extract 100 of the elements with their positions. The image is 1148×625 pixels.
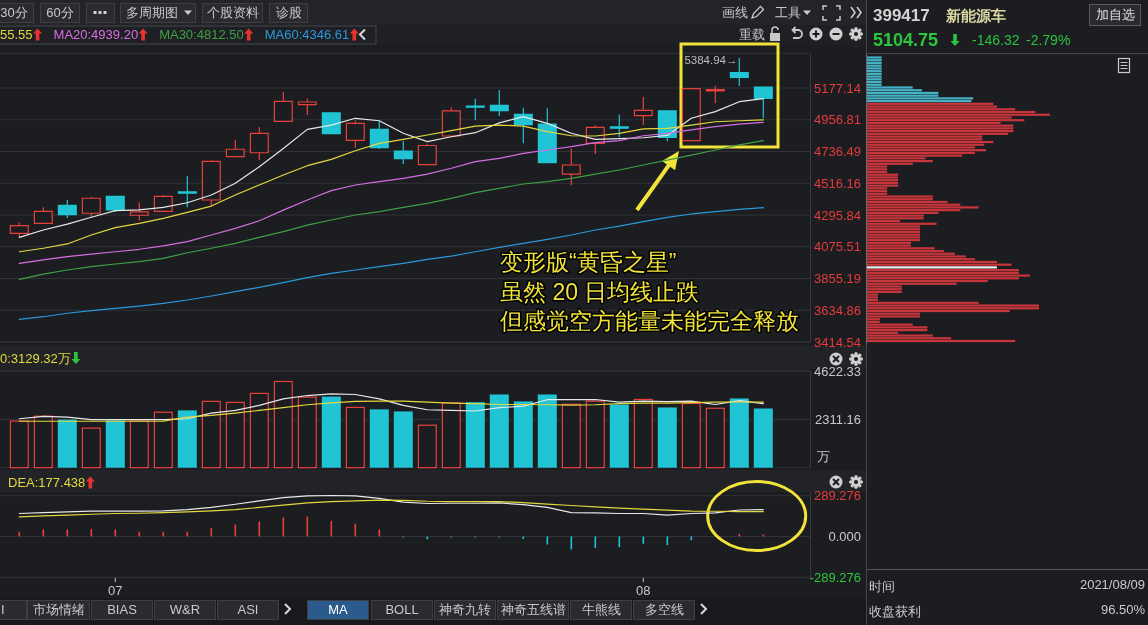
candlestick bbox=[105, 195, 125, 213]
bar bbox=[867, 149, 986, 152]
bar bbox=[867, 78, 882, 81]
text: 神奇九转 bbox=[439, 602, 491, 617]
line-series bbox=[18, 400, 764, 422]
line-series bbox=[18, 499, 764, 518]
candlestick bbox=[297, 98, 317, 116]
bar bbox=[273, 380, 293, 469]
candlestick bbox=[417, 143, 437, 166]
bar bbox=[225, 401, 245, 469]
bar bbox=[867, 233, 921, 236]
bar bbox=[867, 266, 997, 269]
bar bbox=[867, 222, 937, 225]
bar bbox=[867, 102, 994, 105]
bar bbox=[867, 59, 882, 62]
candlestick bbox=[609, 114, 629, 138]
text: 96.50% bbox=[1100, 602, 1146, 617]
bar bbox=[867, 97, 974, 100]
text: MA60:4346.61 bbox=[264, 27, 350, 42]
bar bbox=[585, 400, 605, 469]
candlestick bbox=[633, 96, 653, 126]
text: -2.79% bbox=[1026, 32, 1071, 48]
text: 诊股 bbox=[275, 5, 302, 20]
bar bbox=[867, 56, 882, 59]
bar bbox=[513, 401, 533, 468]
candlestick bbox=[561, 148, 581, 186]
bar bbox=[729, 398, 749, 468]
text: 加自选 bbox=[1095, 7, 1135, 22]
bar bbox=[867, 195, 933, 198]
candlestick bbox=[753, 86, 773, 119]
text: 收盘获利 bbox=[869, 604, 921, 619]
bar bbox=[867, 119, 1025, 122]
bar bbox=[867, 173, 899, 176]
annotation: 变形版“黄昏之星” bbox=[500, 249, 677, 275]
candlestick bbox=[273, 91, 293, 122]
text: 画线 bbox=[722, 5, 748, 20]
line-series bbox=[18, 494, 764, 516]
bar bbox=[105, 420, 125, 468]
bar bbox=[867, 184, 899, 187]
text: MA20:4939.20 bbox=[53, 27, 139, 42]
bar bbox=[681, 402, 701, 469]
text: W&R bbox=[169, 602, 201, 617]
candlestick bbox=[345, 120, 365, 149]
bar bbox=[867, 217, 924, 220]
bar bbox=[153, 411, 173, 469]
candlestick bbox=[537, 107, 557, 164]
candlestick bbox=[177, 175, 197, 208]
candlestick bbox=[57, 199, 77, 219]
text: ASI bbox=[237, 602, 259, 617]
bar bbox=[867, 124, 1014, 127]
bar bbox=[177, 410, 197, 468]
bar bbox=[867, 339, 1016, 343]
text: BIAS bbox=[107, 602, 138, 617]
text: MA30:4812.50 bbox=[159, 27, 244, 42]
candlestick bbox=[225, 139, 245, 158]
text: 新能源车 bbox=[945, 7, 1006, 24]
bar bbox=[9, 420, 29, 469]
bar bbox=[867, 290, 902, 294]
bar bbox=[867, 130, 1014, 133]
bar bbox=[867, 239, 921, 242]
bar bbox=[465, 402, 485, 468]
candlestick bbox=[393, 140, 413, 165]
y-tick-label: 289.276 bbox=[814, 488, 861, 504]
y-tick-label: 3414.54 bbox=[814, 334, 861, 350]
bar bbox=[867, 75, 882, 78]
text: MA bbox=[328, 602, 349, 617]
bar bbox=[867, 307, 1040, 310]
candlestick bbox=[441, 106, 461, 138]
bar bbox=[81, 427, 101, 469]
text: 399417 bbox=[873, 6, 930, 25]
bar bbox=[657, 407, 677, 468]
bar bbox=[867, 236, 921, 239]
bar bbox=[867, 206, 979, 209]
annotation: 虽然 20 日均线止跌 bbox=[500, 278, 700, 305]
bar bbox=[867, 189, 888, 193]
x-tick-label: 08 bbox=[636, 583, 651, 598]
y-tick-label: 5177.14 bbox=[814, 80, 861, 96]
bar bbox=[201, 400, 221, 469]
candlestick bbox=[81, 196, 101, 218]
bar bbox=[417, 424, 437, 469]
bar bbox=[867, 67, 882, 70]
bar bbox=[867, 296, 878, 299]
bar bbox=[867, 127, 1014, 130]
x-tick-label: 07 bbox=[108, 583, 123, 598]
bar bbox=[633, 398, 653, 469]
bar bbox=[867, 159, 933, 163]
candlestick bbox=[465, 98, 485, 121]
text: 工具 bbox=[775, 5, 801, 20]
bar bbox=[609, 404, 629, 468]
bar bbox=[33, 415, 53, 469]
bar bbox=[867, 91, 939, 95]
bar bbox=[867, 140, 994, 144]
bar bbox=[393, 411, 413, 468]
annotation: 但感觉空方能量未能完全释放 bbox=[500, 308, 799, 334]
bar bbox=[867, 176, 899, 179]
bar bbox=[867, 263, 1012, 266]
text: BOLL bbox=[385, 602, 419, 617]
candlestick bbox=[705, 85, 725, 104]
y-tick-label: 4075.51 bbox=[814, 239, 861, 255]
bar bbox=[867, 329, 928, 332]
